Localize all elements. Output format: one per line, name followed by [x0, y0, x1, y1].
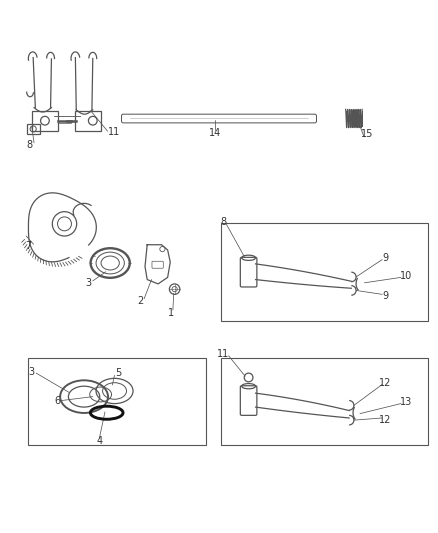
Text: 9: 9: [382, 253, 389, 263]
Text: 12: 12: [379, 378, 392, 388]
Text: 10: 10: [400, 271, 412, 281]
Text: 13: 13: [400, 397, 412, 407]
Text: 6: 6: [54, 395, 60, 406]
Text: 5: 5: [115, 368, 121, 378]
FancyBboxPatch shape: [221, 358, 428, 445]
Text: 12: 12: [379, 415, 392, 425]
Text: 9: 9: [382, 291, 389, 301]
FancyBboxPatch shape: [221, 223, 428, 321]
Text: 8: 8: [220, 217, 226, 227]
Text: 8: 8: [27, 140, 33, 150]
Text: 14: 14: [208, 128, 221, 139]
Text: 3: 3: [85, 278, 92, 288]
Text: 2: 2: [138, 296, 144, 306]
Text: 11: 11: [217, 350, 230, 359]
FancyBboxPatch shape: [28, 358, 206, 445]
Text: 7: 7: [25, 240, 32, 251]
Text: 4: 4: [96, 437, 102, 447]
Text: 15: 15: [361, 129, 373, 139]
Text: 11: 11: [108, 127, 120, 138]
Text: 1: 1: [168, 308, 174, 318]
Text: 3: 3: [29, 367, 35, 377]
